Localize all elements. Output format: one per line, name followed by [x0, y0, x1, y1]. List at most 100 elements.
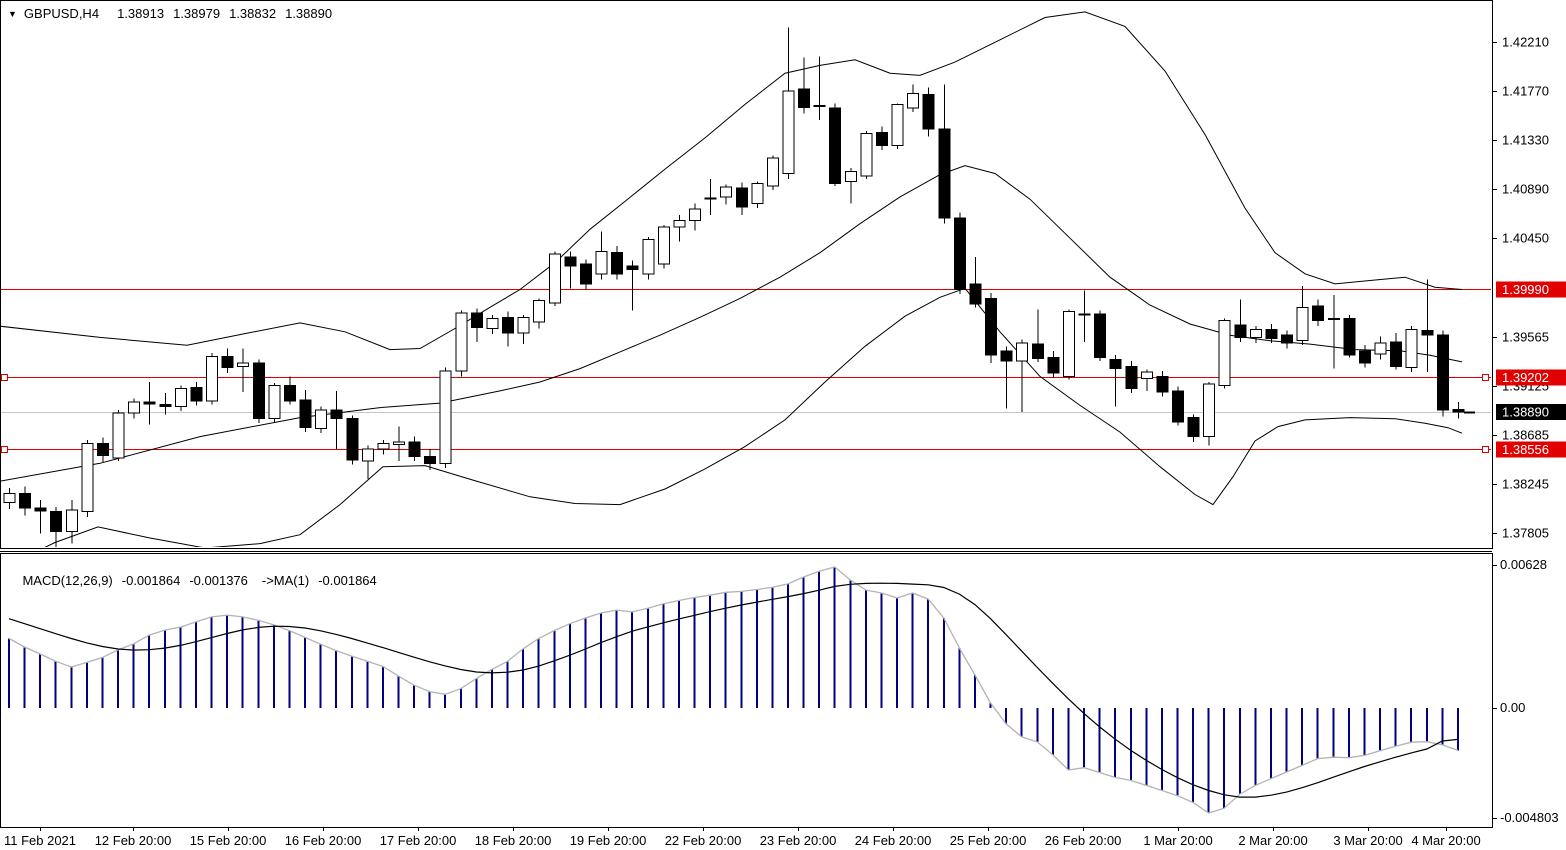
macd-pane[interactable] [8, 566, 1459, 814]
candle [985, 297, 998, 356]
macd-indicator-label: MACD(12,26,9) -0.001864 -0.001376 ->MA(1) -0… [8, 558, 386, 603]
close-value: 1.38890 [285, 6, 333, 21]
macd-histogram-bar [39, 654, 42, 708]
macd-signal-line [8, 582, 1459, 798]
candle [1094, 313, 1107, 358]
macd-histogram-bar [771, 587, 774, 708]
price-badge-label: 1.39202 [1502, 370, 1549, 385]
macd-histogram-bar [506, 661, 509, 708]
candle [408, 441, 421, 458]
candle [470, 312, 483, 328]
macd-histogram-bar [646, 608, 649, 708]
price-badge [1496, 369, 1566, 386]
candle [159, 403, 172, 407]
candle [642, 238, 655, 275]
macd-histogram-bar [148, 635, 151, 708]
macd-histogram-bar [1379, 708, 1382, 751]
macd-pane-border [0, 553, 1493, 828]
macd-histogram-bar [1456, 708, 1459, 751]
macd-histogram-bar [101, 657, 104, 708]
macd-histogram-bar [257, 620, 260, 708]
price-tick-label: 1.37805 [1502, 526, 1549, 541]
candle [424, 456, 437, 464]
candle [1436, 334, 1449, 411]
candle [766, 157, 779, 187]
candle [673, 219, 686, 228]
price-tick-label: 1.39565 [1502, 329, 1549, 344]
macd-histogram-bar [1254, 708, 1257, 786]
macd-histogram-bar [163, 630, 166, 708]
candle [502, 316, 515, 334]
candle [19, 492, 32, 509]
price-tick-label: 1.38685 [1502, 427, 1549, 442]
candle [174, 388, 187, 408]
macd-histogram-bar [1332, 708, 1335, 758]
candle [969, 283, 982, 305]
candle [1343, 317, 1356, 356]
macd-histogram-bar [740, 591, 743, 708]
macd-histogram-bar [709, 595, 712, 708]
macd-histogram-bar [880, 593, 883, 708]
main-pane-border [0, 0, 1493, 549]
candle [190, 387, 203, 402]
main-pane[interactable] [0, 11, 1491, 569]
chart-title: ▼ GBPUSD,H4 1.38913 1.38979 1.38832 1.38… [8, 6, 341, 21]
macd-histogram-bar [911, 593, 914, 708]
macd-histogram-bar [522, 648, 525, 708]
macd-histogram-bar [942, 618, 945, 708]
macd-histogram-bar [350, 656, 353, 708]
macd-histogram-bar [1316, 708, 1319, 759]
time-tick-label: 12 Feb 20:00 [95, 833, 172, 848]
macd-histogram-bar [1207, 708, 1210, 813]
line-handle[interactable] [1, 374, 8, 381]
macd-histogram-bar [849, 580, 852, 708]
candle [907, 92, 920, 109]
candle [455, 312, 468, 372]
symbol-timeframe-label: GBPUSD,H4 [23, 6, 100, 21]
macd-histogram-bar [864, 590, 867, 708]
line-handle[interactable] [1, 446, 8, 453]
candle [346, 418, 359, 461]
candle [486, 317, 499, 329]
candle [517, 316, 530, 334]
candle [735, 187, 748, 208]
line-handle[interactable] [1482, 374, 1489, 381]
candle [34, 507, 47, 512]
macd-histogram-bar [226, 615, 229, 708]
candle [81, 442, 94, 512]
time-tick-label: 15 Feb 20:00 [190, 833, 267, 848]
candle [1421, 330, 1434, 336]
macd-histogram-bar [459, 688, 462, 708]
candle [1390, 341, 1403, 367]
macd-histogram-bar [1425, 708, 1428, 742]
candle [128, 401, 141, 414]
macd-histogram-bar [194, 621, 197, 708]
macd-histogram-bar [927, 599, 930, 708]
macd-histogram-bar [413, 685, 416, 708]
macd-histogram-bar [70, 667, 73, 708]
macd-histogram-bar [1441, 708, 1444, 745]
candle [96, 442, 109, 457]
candle [1016, 342, 1029, 362]
candle [1140, 371, 1153, 380]
candle [361, 448, 374, 462]
candle [689, 208, 702, 221]
macd-main-value: -0.001864 [121, 573, 181, 588]
macd-histogram-bar [117, 649, 120, 708]
macd-histogram-bar [1394, 708, 1397, 747]
symbol-dropdown-icon[interactable]: ▼ [8, 8, 17, 19]
candle [548, 253, 561, 304]
macd-histogram-bar [179, 627, 182, 708]
macd-histogram-bar [210, 616, 213, 708]
line-handle[interactable] [1482, 446, 1489, 453]
price-tick-label: 1.41770 [1502, 84, 1549, 99]
candle [50, 510, 63, 532]
macd-histogram-bar [241, 616, 244, 708]
macd-histogram-bar [1160, 708, 1163, 791]
macd-histogram-bar [1363, 708, 1366, 756]
time-tick-label: 23 Feb 20:00 [760, 833, 837, 848]
macd-histogram-bar [366, 661, 369, 708]
candle [1265, 329, 1278, 340]
